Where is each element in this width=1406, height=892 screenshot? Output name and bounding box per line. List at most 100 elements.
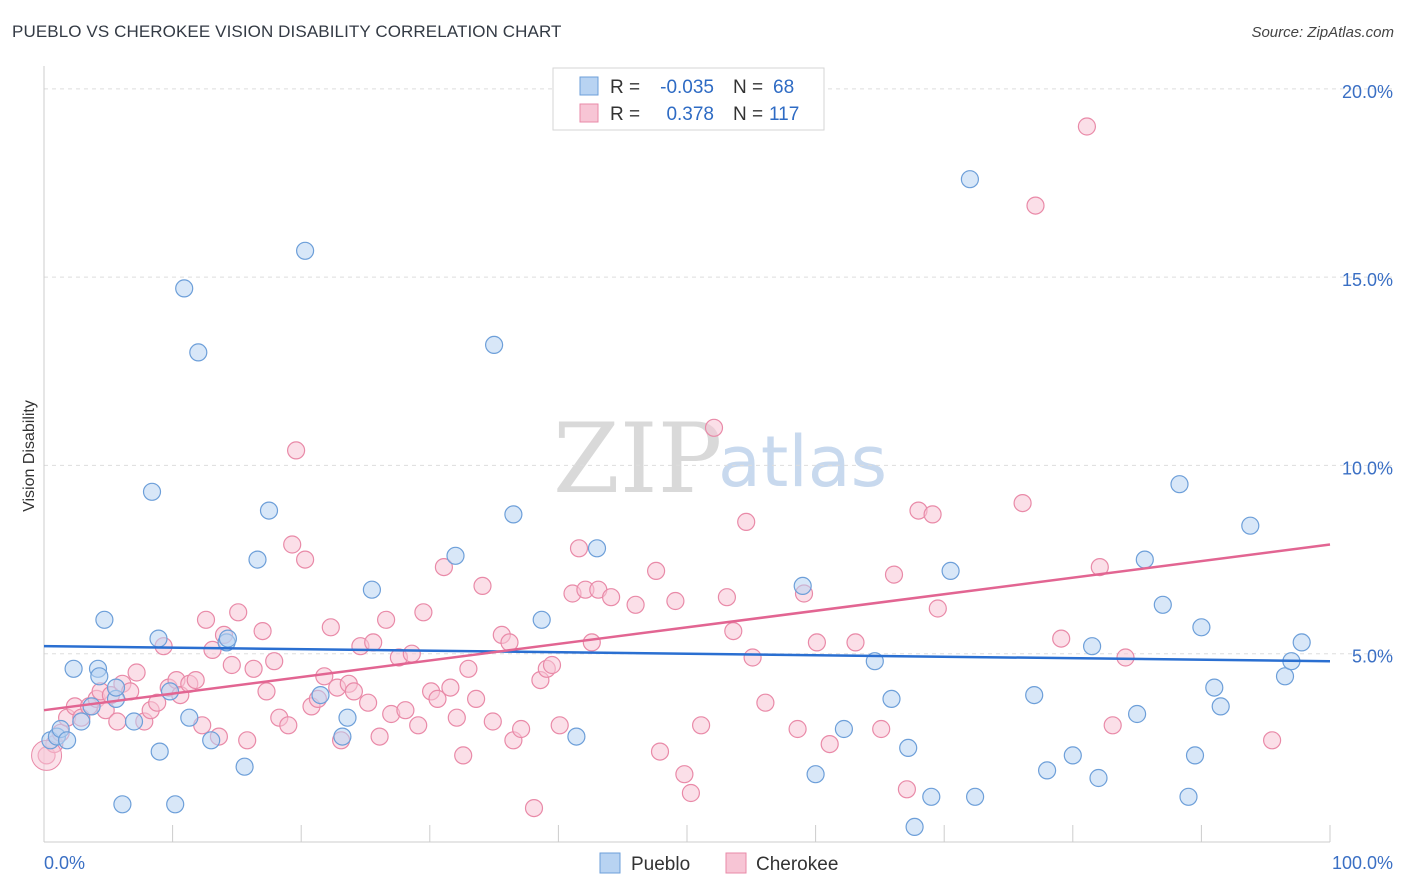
- pueblo-point: [95, 610, 114, 629]
- pueblo-point: [834, 719, 854, 739]
- pueblo-point: [965, 787, 985, 806]
- pueblo-point: [1241, 516, 1260, 535]
- cherokee-point: [542, 655, 562, 675]
- cherokee-point: [196, 610, 216, 629]
- pueblo-point: [793, 576, 812, 596]
- pueblo-point: [922, 787, 941, 806]
- pueblo-point: [218, 629, 237, 648]
- pueblo-point: [1037, 761, 1057, 780]
- cherokee-point: [409, 716, 428, 735]
- cherokee-point: [704, 418, 724, 437]
- cherokee-point: [1026, 196, 1045, 215]
- cherokee-point: [928, 599, 947, 618]
- pueblo-point: [1205, 678, 1224, 697]
- cherokee-point: [1262, 731, 1282, 750]
- legend-r-value-pueblo: -0.035: [660, 77, 714, 98]
- cherokee-point: [1090, 557, 1109, 577]
- pueblo-point: [333, 727, 352, 746]
- cherokee-point: [377, 610, 396, 629]
- legend-n-label-cherokee: N =: [733, 104, 763, 125]
- cherokee-point: [1052, 629, 1071, 648]
- cherokee-point: [646, 561, 666, 581]
- pueblo-point: [338, 708, 357, 727]
- cherokee-point: [279, 716, 298, 735]
- cherokee-point: [511, 719, 531, 739]
- y-tick-labels: 5.0% 10.0% 15.0% 20.0%: [1342, 82, 1393, 667]
- pueblo-point: [1135, 550, 1154, 569]
- cherokee-point: [717, 588, 737, 607]
- bottom-legend-label-cherokee: Cherokee: [756, 854, 838, 875]
- pueblo-point: [1063, 746, 1082, 765]
- watermark-zip: ZIP: [553, 403, 722, 515]
- pueblo-point: [1185, 746, 1205, 765]
- y-tick-label: 15.0%: [1342, 270, 1393, 290]
- pueblo-point: [248, 550, 267, 569]
- cherokee-point: [601, 588, 621, 607]
- pueblo-point: [189, 343, 208, 362]
- pueblo-point: [1153, 595, 1172, 614]
- cherokee-point: [265, 652, 284, 671]
- cherokee-point: [148, 693, 167, 712]
- cherokee-point: [454, 746, 473, 765]
- cherokee-point: [1013, 494, 1032, 513]
- legend-swatch-pueblo: [579, 76, 599, 96]
- cherokee-point: [296, 550, 315, 569]
- pueblo-point: [1292, 633, 1311, 652]
- pueblo-point: [235, 757, 254, 776]
- pueblo-point: [160, 682, 180, 701]
- cherokee-point: [434, 557, 453, 577]
- bottom-legend-swatch-pueblo: [599, 852, 621, 874]
- y-tick-label: 10.0%: [1342, 458, 1393, 478]
- cherokee-point: [473, 576, 492, 596]
- cherokee-point: [1116, 648, 1135, 667]
- cherokee-point: [447, 708, 466, 727]
- pueblo-point: [1275, 667, 1295, 686]
- watermark-atlas: atlas: [718, 421, 887, 503]
- cherokee-point: [238, 731, 257, 750]
- legend-n-value-pueblo: 68: [773, 77, 794, 98]
- pueblo-point: [142, 482, 162, 501]
- pueblo-point: [504, 505, 523, 524]
- pueblo-point: [1025, 685, 1044, 705]
- pueblo-point: [806, 765, 825, 784]
- legend-r-label-pueblo: R =: [610, 77, 640, 98]
- pueblo-point: [113, 795, 132, 814]
- grid: [44, 88, 1392, 655]
- legend-r-label-cherokee: R =: [610, 104, 640, 125]
- source-label: Source: ZipAtlas.com: [1251, 24, 1394, 41]
- pueblo-point: [446, 546, 465, 565]
- pueblo-trend-line: [43, 644, 1331, 663]
- cherokee-point: [359, 693, 378, 712]
- pueblo-point: [1179, 787, 1198, 806]
- pueblo-point: [90, 667, 109, 686]
- cherokee-point: [691, 716, 711, 735]
- pueblo-point: [259, 501, 279, 520]
- cherokee-point: [428, 689, 447, 709]
- legend-swatch-cherokee: [579, 103, 599, 123]
- bottom-legend: Pueblo Cherokee: [599, 852, 838, 875]
- cherokee-point: [364, 633, 383, 652]
- cherokee-point: [923, 505, 942, 524]
- pueblo-point: [960, 170, 980, 189]
- pueblo-point: [106, 678, 126, 697]
- pueblo-point: [64, 659, 83, 678]
- y-axis-label: Vision Disability: [21, 400, 38, 512]
- legend: R = -0.035 N = 68 R = 0.378 N = 117: [552, 67, 825, 131]
- cherokee-point: [550, 716, 569, 735]
- pueblo-point: [124, 712, 144, 731]
- x-tick-label: 0.0%: [44, 853, 85, 873]
- pueblo-point: [296, 241, 315, 260]
- pueblo-point: [149, 629, 168, 648]
- pueblo-point: [941, 561, 960, 581]
- pueblo-point: [587, 539, 607, 558]
- pueblo-point: [1192, 618, 1211, 637]
- cherokee-point: [396, 701, 415, 720]
- cherokee-point: [724, 621, 743, 641]
- cherokee-point: [1103, 716, 1122, 735]
- legend-n-label-pueblo: N =: [733, 77, 763, 98]
- cherokee-point: [807, 633, 827, 652]
- cherokee-point: [650, 742, 670, 761]
- cherokee-point: [402, 644, 421, 663]
- pueblo-point: [180, 708, 199, 727]
